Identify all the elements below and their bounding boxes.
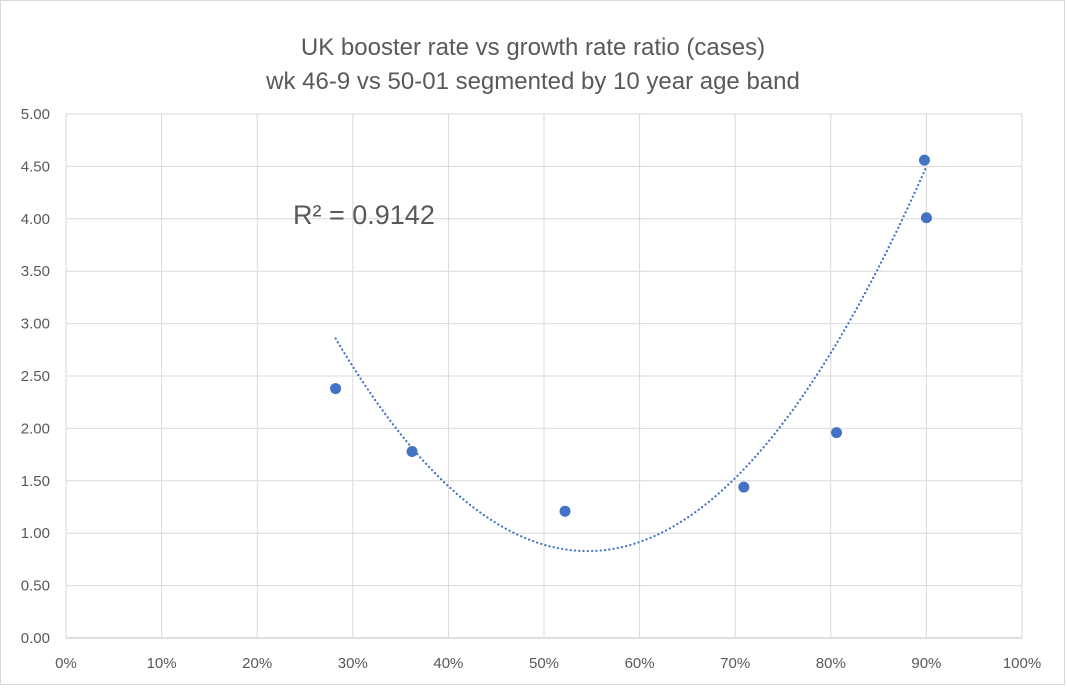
y-tick-label: 1.50: [21, 473, 50, 490]
r-squared-label: R² = 0.9142: [293, 200, 435, 230]
x-tick-label: 20%: [242, 655, 272, 672]
y-tick-label: 4.00: [21, 211, 50, 228]
y-tick-label: 2.00: [21, 420, 50, 437]
x-axis-ticks: 0% 10% 20% 30% 40% 50% 60% 70% 80% 90% 100%: [55, 655, 1041, 672]
y-tick-label: 2.50: [21, 368, 50, 385]
x-tick-label: 90%: [911, 655, 941, 672]
data-point: [406, 445, 418, 457]
y-tick-label: 4.50: [21, 158, 50, 175]
x-tick-label: 80%: [816, 655, 846, 672]
y-tick-label: 0.00: [21, 630, 50, 647]
x-tick-label: 50%: [529, 655, 559, 672]
x-tick-label: 0%: [55, 655, 77, 672]
data-point: [559, 505, 571, 517]
chart-title-line-1: UK booster rate vs growth rate ratio (ca…: [301, 34, 765, 61]
y-axis-ticks: 0.00 0.50 1.00 1.50 2.00 2.50 3.00 3.50 4.00 4.50…: [21, 106, 50, 647]
y-tick-label: 3.00: [21, 316, 50, 333]
data-point: [920, 212, 932, 224]
x-tick-label: 30%: [338, 655, 368, 672]
y-tick-label: 1.00: [21, 525, 50, 542]
x-tick-label: 70%: [720, 655, 750, 672]
data-point: [831, 427, 843, 439]
x-tick-label: 60%: [625, 655, 655, 672]
data-point: [330, 383, 342, 395]
gridlines: [65, 113, 1023, 639]
y-tick-label: 3.50: [21, 263, 50, 280]
trendline-group: [334, 165, 928, 553]
y-tick-label: 5.00: [21, 106, 50, 123]
chart-title-line-2: wk 46-9 vs 50-01 segmented by 10 year ag…: [265, 68, 800, 95]
trendline: [334, 165, 928, 553]
x-tick-label: 100%: [1003, 655, 1041, 672]
data-points: [330, 154, 932, 517]
data-point: [738, 481, 750, 493]
y-tick-label: 0.50: [21, 578, 50, 595]
x-tick-label: 10%: [147, 655, 177, 672]
data-point: [918, 154, 930, 166]
x-tick-label: 40%: [433, 655, 463, 672]
